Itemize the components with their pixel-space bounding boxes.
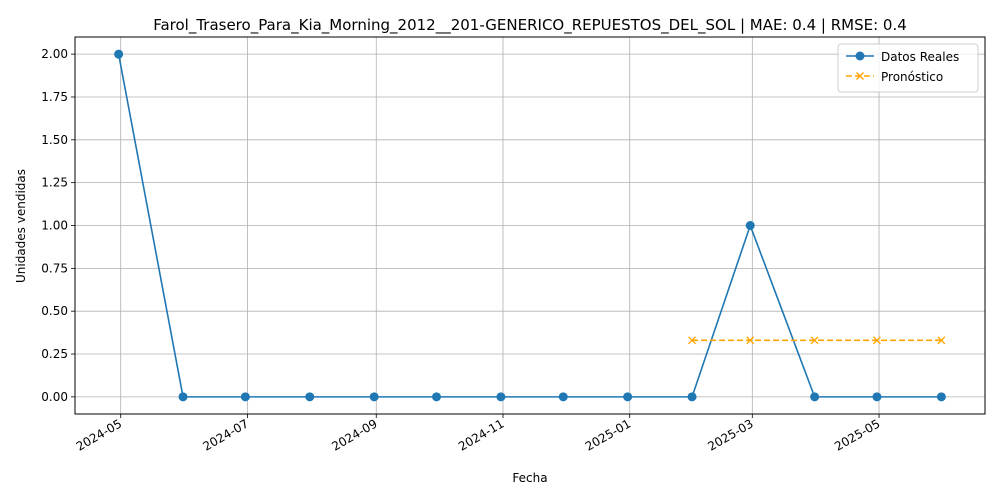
data-point-pronostico-stroke (872, 336, 881, 345)
y-tick-label: 2.00 (41, 47, 68, 61)
y-tick-label: 1.25 (41, 176, 68, 190)
data-point-pronostico (937, 336, 946, 345)
legend-marker-pronostico (856, 72, 864, 80)
data-point-datos-reales (623, 392, 633, 402)
data-point-datos-reales (936, 392, 946, 402)
y-tick-label: 1.50 (41, 133, 68, 147)
data-point-datos-reales (178, 392, 188, 402)
data-point-pronostico (872, 336, 881, 345)
data-point-pronostico-stroke (746, 336, 755, 345)
y-tick-label: 0.00 (41, 390, 68, 404)
legend-marker-datos-reales (855, 51, 865, 61)
y-tick-label: 1.00 (41, 219, 68, 233)
y-tick-label: 0.25 (41, 347, 68, 361)
data-point-pronostico (746, 336, 755, 345)
data-point-pronostico-stroke (937, 336, 946, 345)
y-axis-label: Unidades vendidas (14, 169, 28, 283)
y-tick-label: 0.75 (41, 261, 68, 275)
legend-entry-pronostico: Pronóstico (881, 70, 943, 84)
legend-marks (846, 51, 874, 80)
data-point-datos-reales (114, 49, 124, 59)
data-point-pronostico-stroke (688, 336, 697, 345)
data-point-datos-reales (240, 392, 250, 402)
data-point-datos-reales (305, 392, 315, 402)
legend-marker-pronostico-stroke (856, 72, 864, 80)
series-layer (114, 49, 946, 402)
x-axis-label: Fecha (512, 471, 547, 485)
data-point-datos-reales (687, 392, 697, 402)
data-point-datos-reales (496, 392, 506, 402)
data-point-datos-reales (872, 392, 882, 402)
data-point-datos-reales (369, 392, 379, 402)
chart-title: Farol_Trasero_Para_Kia_Morning_2012__201… (153, 16, 907, 35)
data-point-datos-reales (558, 392, 568, 402)
data-point-pronostico (810, 336, 819, 345)
data-point-datos-reales (745, 221, 755, 230)
data-point-pronostico (688, 336, 697, 345)
series-pronostico (688, 336, 946, 345)
data-point-pronostico-stroke (810, 336, 819, 345)
y-tick-label: 0.50 (41, 304, 68, 318)
y-tick-label: 1.75 (41, 90, 68, 104)
series-datos-reales (114, 49, 946, 402)
legend-entry-datos-reales: Datos Reales (881, 50, 959, 64)
data-point-datos-reales (432, 392, 442, 402)
series-line-datos-reales (117, 53, 942, 398)
legend: Datos Reales Pronóstico (837, 43, 979, 93)
data-point-datos-reales (810, 392, 820, 402)
